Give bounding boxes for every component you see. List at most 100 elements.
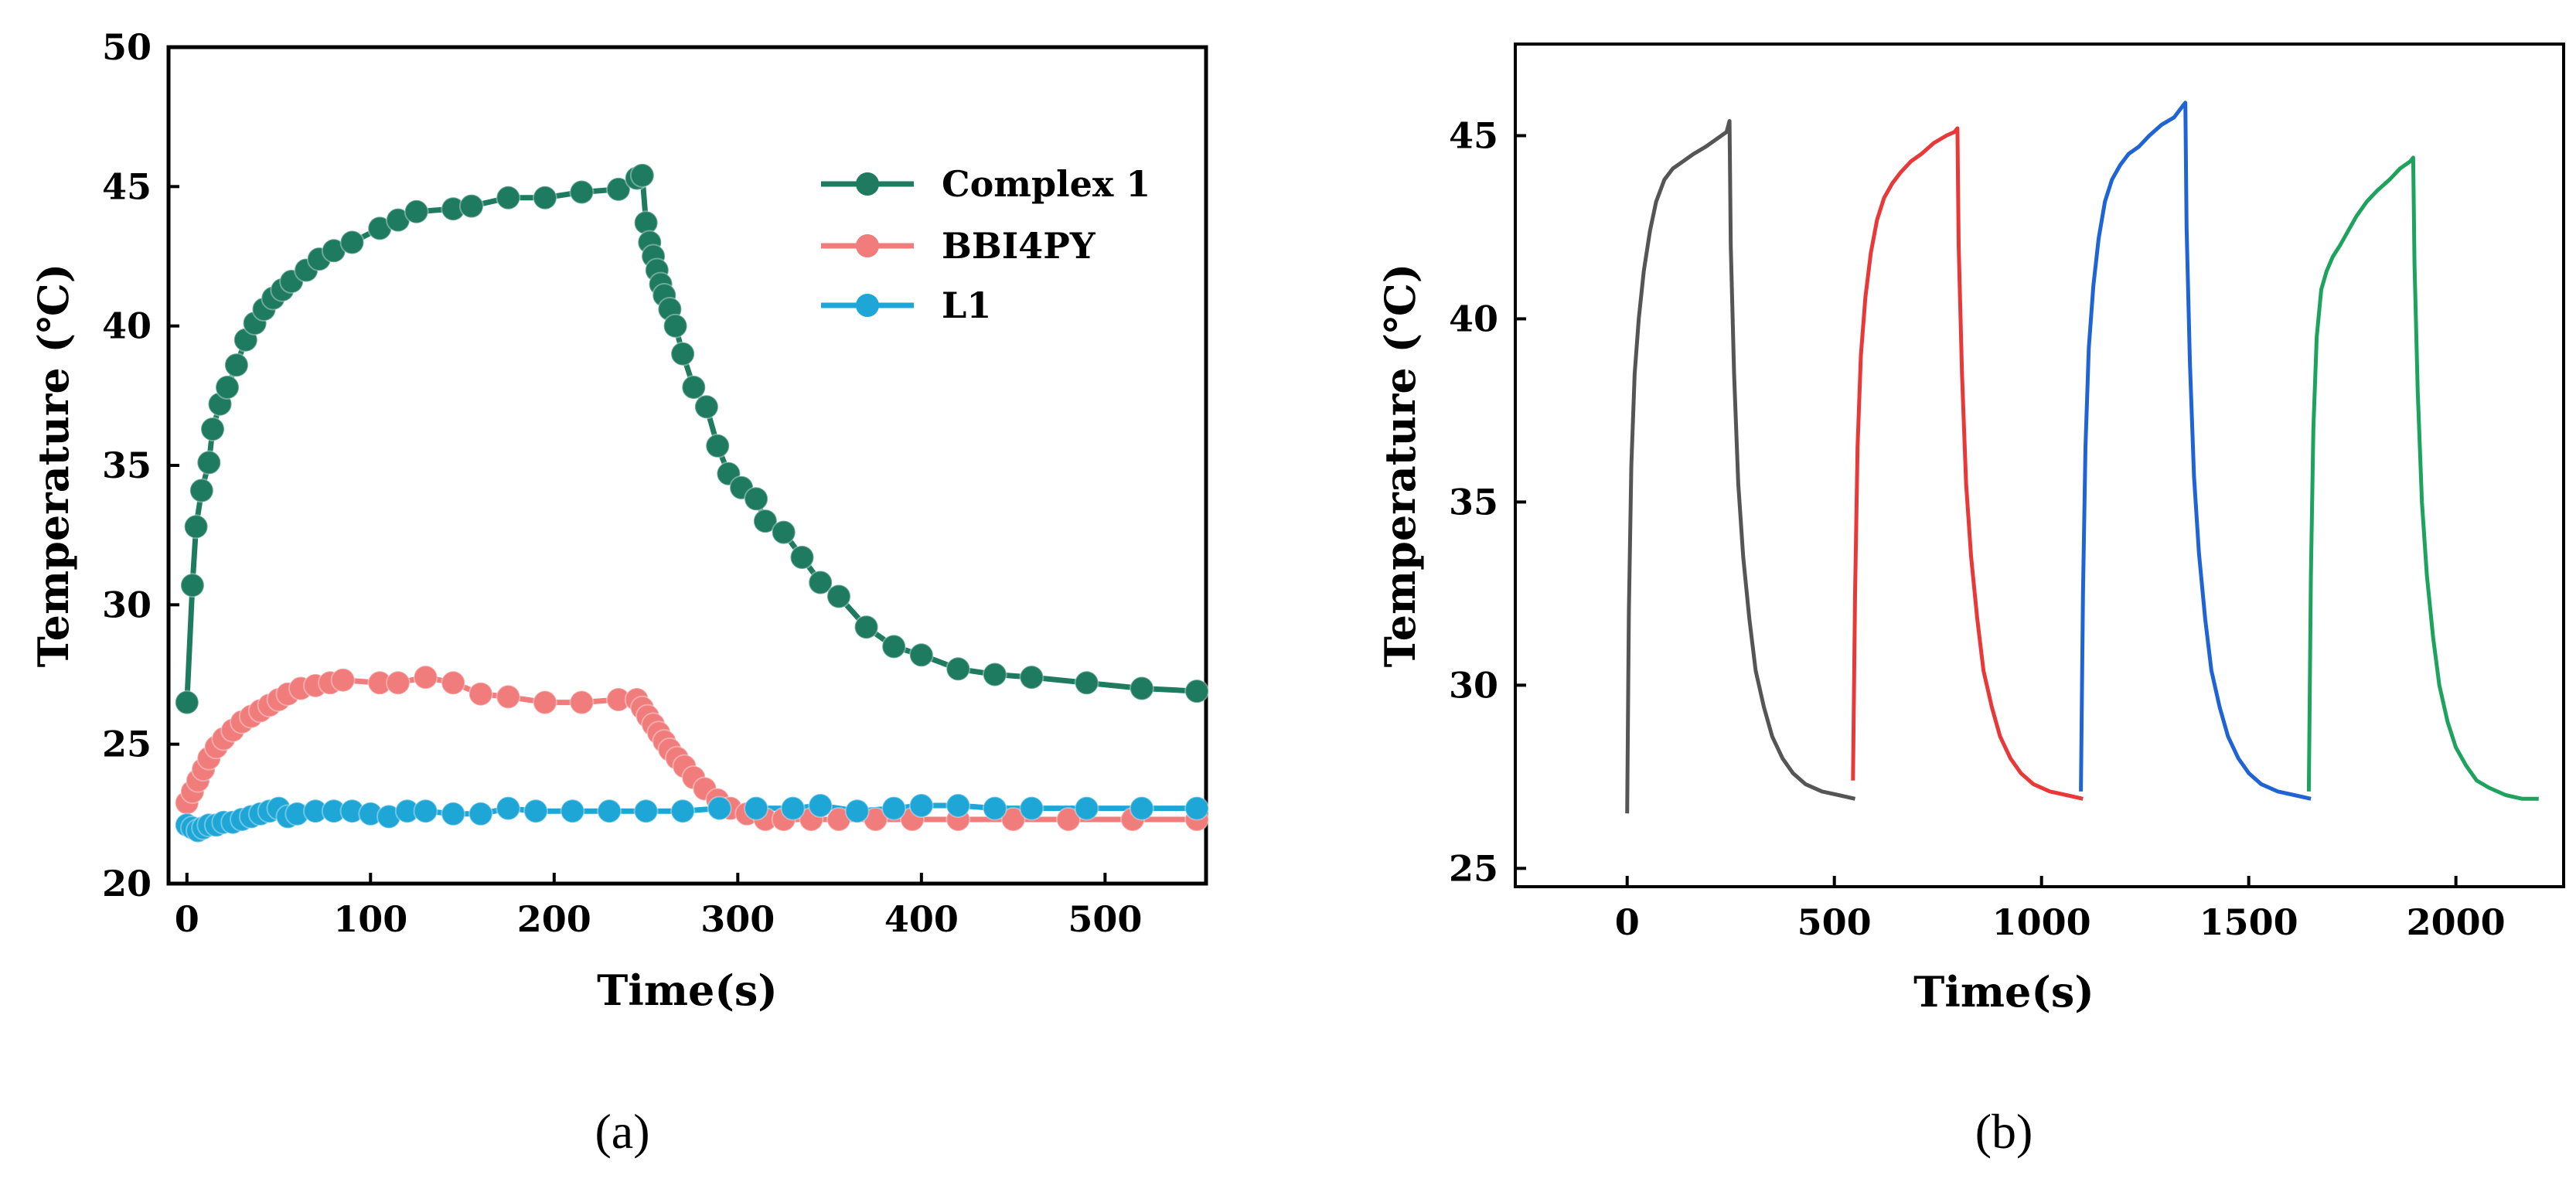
plot-b-ticks: 0 500 1000 1500 2000 25 30 35 40 45: [1449, 114, 2506, 943]
y-tick-label: 45: [102, 165, 152, 207]
legend-marker-bbi4py: [856, 234, 879, 257]
data-point-complex-1: [681, 375, 707, 400]
x-tick-label: 0: [1615, 901, 1640, 943]
data-point-complex-1: [1129, 676, 1154, 701]
series-line-cycle-4: [2306, 155, 2539, 801]
series-line-cycle-1: [1625, 119, 1856, 814]
data-point-complex-1: [183, 514, 209, 540]
data-point-complex-1: [532, 185, 557, 210]
y-tick-label: 45: [1449, 114, 1498, 156]
data-point-bbi4py: [413, 665, 438, 690]
plot-a-legend: Complex 1 BBI4PY L1: [821, 163, 1150, 326]
data-point-l1: [844, 799, 870, 824]
data-point-bbi4py: [330, 667, 356, 693]
data-point-complex-1: [744, 486, 769, 512]
data-point-complex-1: [215, 375, 240, 400]
data-point-complex-1: [982, 662, 1007, 687]
data-point-l1: [946, 793, 971, 818]
data-point-l1: [1184, 795, 1210, 821]
data-point-complex-1: [771, 519, 796, 545]
data-point-l1: [1019, 795, 1044, 821]
x-tick-label: 500: [1068, 898, 1142, 940]
data-point-l1: [523, 799, 548, 824]
y-tick-label: 30: [1449, 664, 1498, 706]
data-point-complex-1: [189, 478, 214, 503]
panel-a: 0 100 200 300 400 500 20 25 30 35 40 45 50 Time(s) T…: [29, 26, 1210, 1159]
data-point-complex-1: [946, 656, 971, 682]
legend-marker-complex1: [856, 172, 879, 196]
data-point-l1: [982, 795, 1007, 821]
data-point-bbi4py: [496, 684, 521, 710]
plot-b-frame: [1514, 43, 2565, 888]
data-point-complex-1: [1074, 670, 1099, 696]
data-point-l1: [908, 793, 934, 818]
y-tick-label: 40: [102, 305, 152, 347]
x-tick-label: 400: [884, 898, 959, 940]
data-point-complex-1: [458, 193, 484, 219]
data-point-l1: [707, 795, 732, 821]
data-point-l1: [744, 795, 769, 821]
x-tick-label: 1500: [2199, 901, 2298, 943]
data-point-complex-1: [1184, 679, 1210, 704]
data-point-complex-1: [881, 634, 907, 659]
x-tick-label: 0: [175, 898, 199, 940]
plot-b-ylabel: Temperature (℃): [1375, 264, 1425, 668]
data-point-complex-1: [1019, 665, 1044, 690]
legend-label-complex1: Complex 1: [942, 163, 1150, 205]
data-point-bbi4py: [468, 681, 493, 707]
data-point-l1: [1129, 795, 1154, 821]
data-point-complex-1: [908, 642, 934, 668]
data-point-complex-1: [196, 450, 222, 475]
plot-a-xlabel: Time(s): [597, 966, 778, 1015]
data-point-l1: [441, 801, 466, 826]
y-tick-label: 30: [102, 584, 152, 625]
data-point-complex-1: [705, 433, 731, 458]
caption-b: (b): [1975, 1104, 2033, 1159]
data-point-complex-1: [826, 584, 851, 609]
data-point-l1: [780, 795, 806, 821]
data-point-l1: [670, 799, 696, 824]
plot-b-series: [1625, 100, 2539, 814]
data-point-complex-1: [670, 341, 696, 366]
caption-a: (a): [595, 1104, 649, 1159]
y-tick-label: 40: [1449, 298, 1498, 339]
data-point-bbi4py: [1055, 807, 1081, 832]
data-point-complex-1: [174, 690, 199, 715]
x-tick-label: 500: [1797, 901, 1872, 943]
data-point-complex-1: [752, 509, 778, 534]
y-tick-label: 35: [1449, 481, 1498, 523]
y-tick-label: 35: [102, 445, 152, 486]
data-point-bbi4py: [532, 690, 557, 715]
plot-a-series: [174, 162, 1210, 843]
legend-label-l1: L1: [942, 284, 991, 326]
data-point-complex-1: [629, 162, 655, 188]
series-line-cycle-2: [1851, 126, 2084, 801]
series-line-cycle-3: [2079, 100, 2312, 801]
data-point-complex-1: [663, 313, 688, 339]
data-point-l1: [468, 801, 493, 826]
data-point-l1: [597, 799, 622, 824]
data-point-complex-1: [569, 179, 595, 205]
y-tick-label: 25: [102, 724, 152, 765]
x-tick-label: 2000: [2407, 901, 2506, 943]
data-point-complex-1: [854, 615, 879, 640]
plot-a-ylabel: Temperature (℃): [29, 264, 78, 668]
data-point-complex-1: [605, 176, 631, 202]
y-tick-label: 50: [102, 26, 152, 68]
data-point-complex-1: [789, 545, 815, 570]
data-point-complex-1: [339, 230, 365, 255]
legend-label-bbi4py: BBI4PY: [942, 225, 1096, 267]
data-point-complex-1: [179, 573, 205, 598]
data-point-bbi4py: [385, 670, 411, 696]
data-point-complex-1: [404, 199, 429, 224]
x-tick-label: 200: [517, 898, 591, 940]
data-point-complex-1: [808, 570, 833, 595]
data-point-l1: [413, 799, 438, 824]
data-point-l1: [808, 793, 833, 818]
x-tick-label: 1000: [1992, 901, 2091, 943]
series-line-bbi4py: [184, 674, 1198, 823]
plot-a-ticks: 0 100 200 300 400 500 20 25 30 35 40 45 50: [102, 26, 1142, 940]
x-tick-label: 300: [700, 898, 775, 940]
data-point-complex-1: [496, 185, 521, 210]
